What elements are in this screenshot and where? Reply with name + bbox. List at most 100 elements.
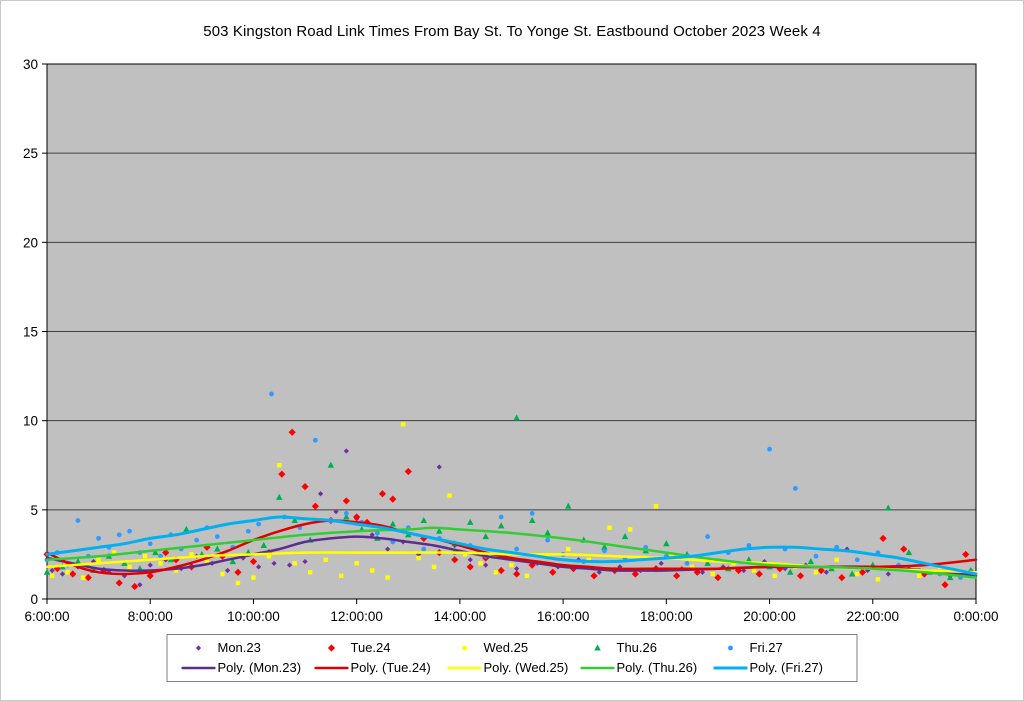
chart-title: 503 Kingston Road Link Times From Bay St… [203, 23, 821, 40]
scatter-point [116, 532, 122, 538]
legend-label: Poly. (Tue.24) [350, 660, 431, 675]
x-axis-label: 6:00:00 [24, 609, 69, 624]
scatter-point [385, 546, 391, 552]
scatter-point [225, 567, 231, 574]
scatter-point [266, 554, 272, 559]
scatter-point [879, 534, 887, 542]
scatter-point [312, 437, 318, 443]
scatter-point [292, 561, 297, 566]
thu-26-marker-icon [579, 641, 617, 655]
legend-label: Poly. (Fri.27) [749, 660, 823, 675]
scatter-point [513, 414, 520, 421]
scatter-point [374, 530, 380, 536]
scatter-point [594, 643, 601, 651]
scatter-point [528, 516, 536, 524]
scatter-point [288, 428, 296, 436]
scatter-point [483, 562, 489, 568]
scatter-point [796, 572, 805, 580]
scatter-point [865, 567, 871, 574]
legend-row-trendlines: Poly. (Mon.23) Poly. (Tue.24) Poly. (Wed.2… [180, 660, 845, 675]
x-axis-label: 14:00:00 [434, 609, 487, 624]
legend-row-markers: Mon.23 Tue.24 Wed.25 Thu.26 Fri.27 [180, 640, 845, 655]
scatter-point [565, 502, 572, 509]
scatter-point [699, 569, 706, 575]
scatter-point [389, 495, 397, 503]
legend-label: Tue.24 [350, 640, 391, 655]
scatter-point [220, 571, 225, 577]
scatter-point [158, 561, 163, 566]
scatter-point [498, 514, 504, 520]
scatter-point [229, 557, 237, 565]
scatter-point [146, 572, 154, 580]
scatter-point [343, 513, 350, 520]
scatter-point [277, 463, 282, 468]
x-axis-label: 22:00:00 [846, 609, 899, 624]
scatter-point [354, 561, 359, 566]
scatter-point [838, 574, 846, 582]
scatter-point [631, 570, 639, 578]
scatter-point [673, 572, 681, 580]
fri-27-marker-icon [712, 641, 750, 655]
scatter-point [416, 555, 421, 561]
scatter-point [549, 568, 557, 576]
scatter-point [195, 644, 202, 651]
scatter-point [478, 561, 483, 566]
scatter-point [745, 556, 753, 563]
legend-item-fri-27: Fri.27 [712, 640, 845, 655]
legend-item-tue-24: Tue.24 [313, 640, 446, 655]
scatter-point [235, 580, 241, 586]
scatter-point [545, 554, 550, 559]
scatter-point [714, 574, 722, 582]
scatter-point [447, 493, 452, 498]
scatter-point [276, 493, 283, 500]
scatter-point [183, 525, 190, 532]
scatter-point [524, 573, 530, 579]
scatter-point [917, 573, 922, 579]
scatter-point [343, 511, 349, 516]
scatter-point [704, 559, 711, 566]
scatter-point [404, 467, 412, 476]
scatter-point [566, 546, 571, 552]
legend-item-poly-wed-25: Poly. (Wed.25) [446, 660, 579, 675]
scatter-point [378, 490, 387, 498]
scatter-point [689, 564, 695, 570]
legend-item-poly-thu-26: Poly. (Thu.26) [579, 660, 712, 675]
scatter-point [823, 569, 829, 575]
scatter-point [658, 560, 664, 566]
y-axis-label: 30 [23, 57, 38, 72]
link-times-chart: 0 5 10 15 20 25 30 6:00:00 8:00:00 10:00:00 12:00:… [23, 57, 999, 624]
scatter-point [466, 563, 474, 571]
scatter-point [127, 528, 132, 534]
scatter-point [776, 565, 784, 573]
x-axis-label: 10:00:00 [227, 609, 280, 624]
scatter-point [684, 560, 690, 566]
x-axis-label: 0:00:00 [953, 609, 998, 624]
scatter-point [497, 566, 505, 575]
scatter-point [353, 513, 361, 521]
y-axis-label: 0 [30, 592, 38, 607]
scatter-point [728, 645, 733, 650]
y-axis-label: 20 [23, 235, 38, 250]
legend-label: Poly. (Wed.25) [483, 660, 569, 675]
scatter-point [941, 581, 949, 589]
scatter-point [301, 483, 309, 491]
scatter-point [663, 540, 670, 547]
scatter-point [451, 556, 459, 564]
scatter-point [53, 565, 61, 573]
y-axis-label: 15 [23, 325, 38, 340]
scatter-point [162, 549, 170, 557]
scatter-point [462, 552, 468, 557]
poly-fri-27-line-icon [712, 664, 750, 672]
scatter-point [158, 553, 163, 559]
x-axis-label: 8:00:00 [128, 609, 173, 624]
scatter-point [813, 570, 819, 575]
scatter-point [514, 566, 520, 572]
scatter-point [462, 645, 467, 650]
scatter-point [431, 564, 437, 570]
legend-label: Fri.27 [749, 640, 783, 655]
scatter-point [115, 579, 123, 587]
scatter-point [204, 559, 210, 564]
scatter-point [333, 509, 339, 515]
scatter-point [710, 571, 715, 577]
scatter-point [269, 391, 274, 397]
